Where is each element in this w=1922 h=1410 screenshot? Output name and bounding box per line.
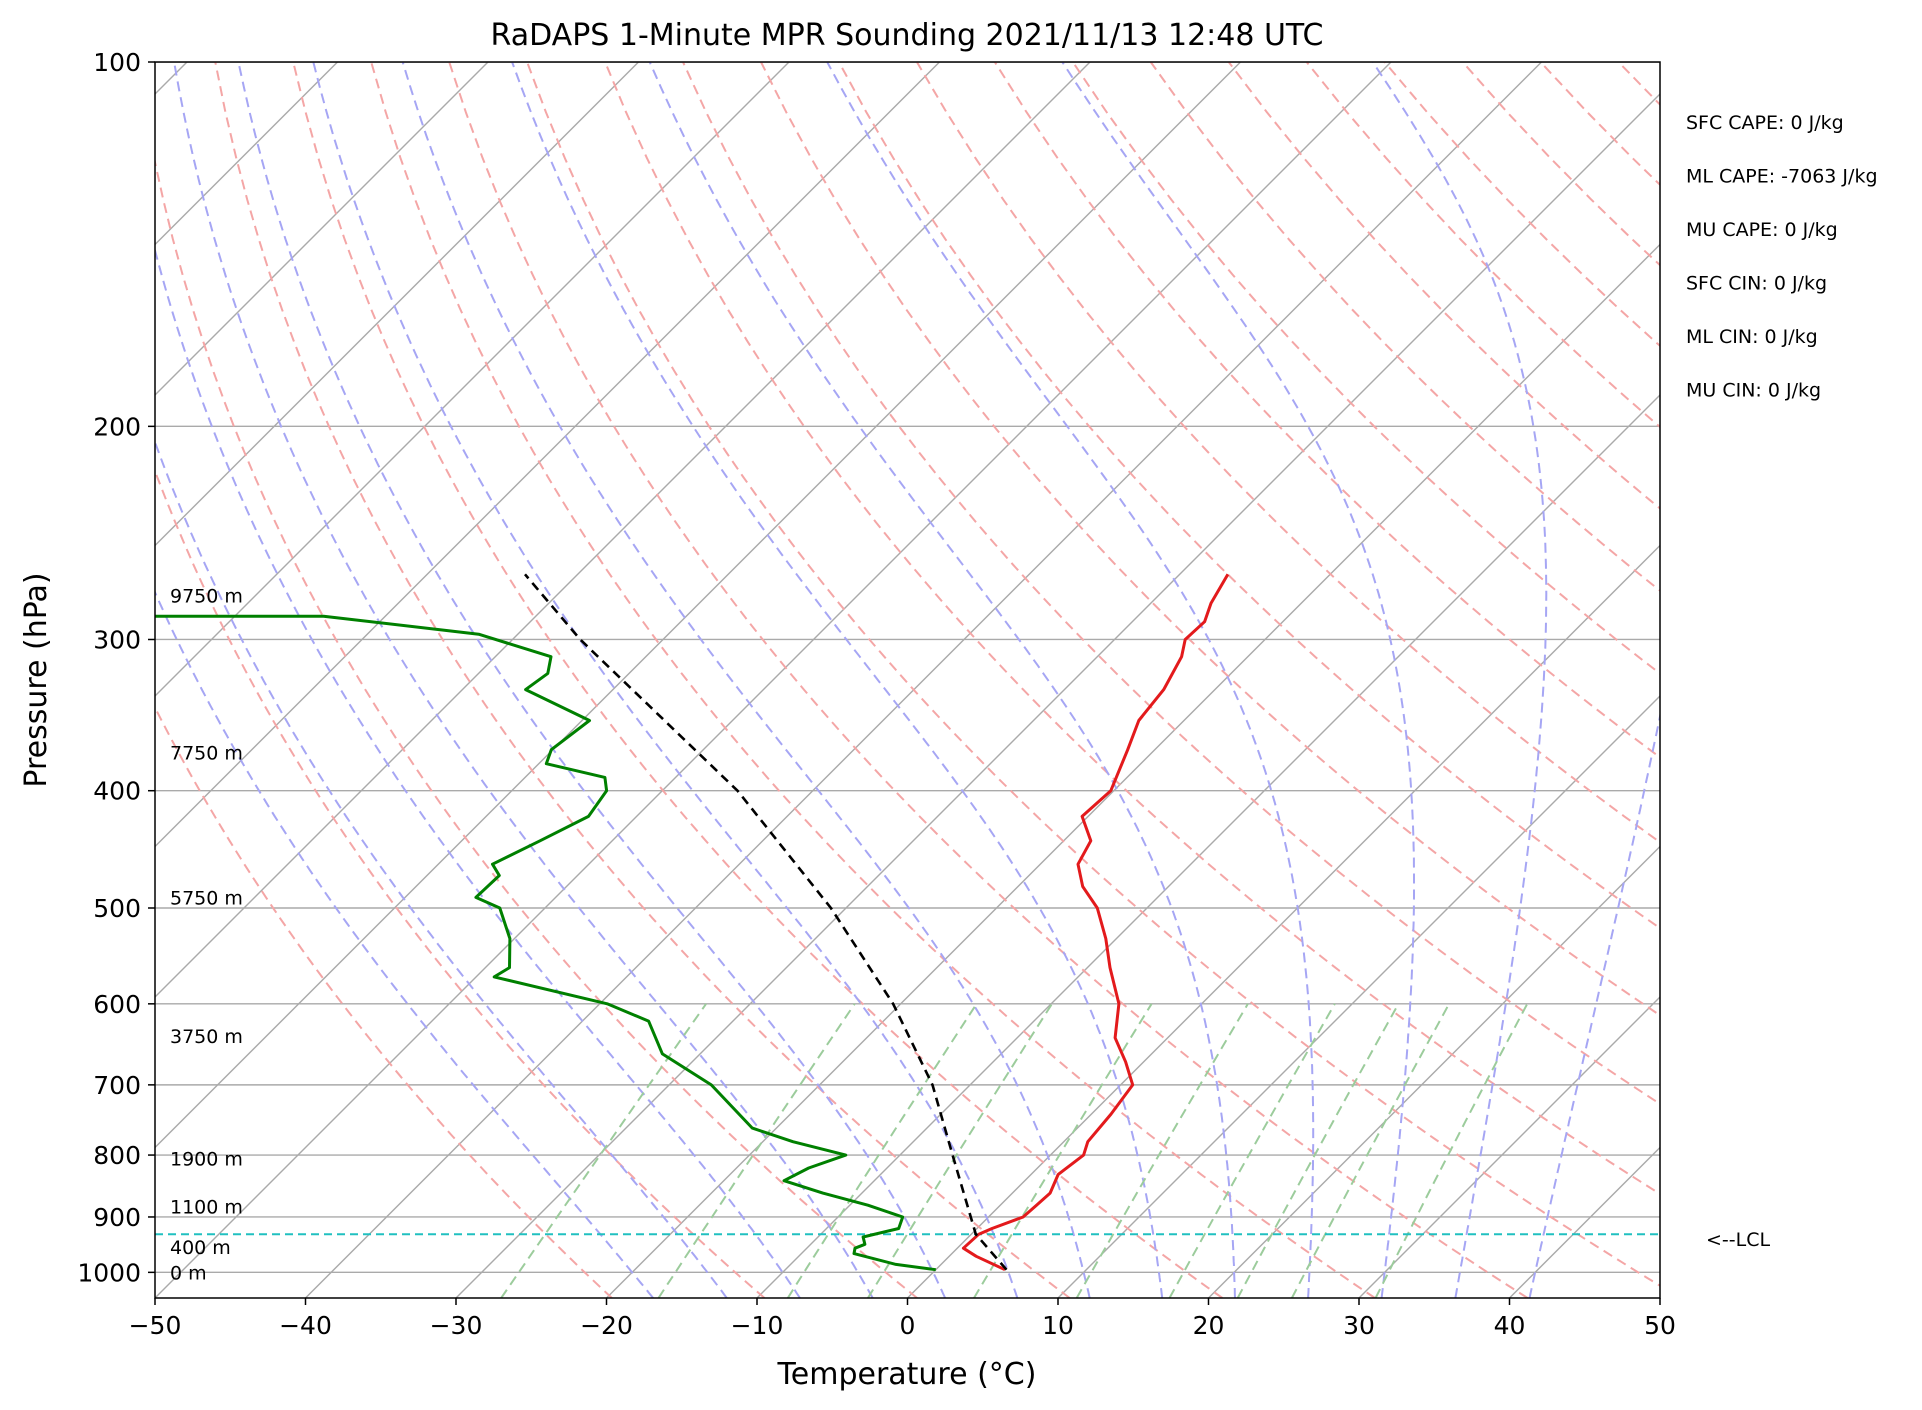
moist-adiabat-line bbox=[238, 62, 945, 1298]
isotherm-line bbox=[306, 62, 1542, 1298]
lcl-label: <--LCL bbox=[1706, 1229, 1770, 1251]
y-tick-label: 400 bbox=[93, 777, 141, 806]
isotherm-line bbox=[155, 62, 1391, 1298]
x-tick-label: −10 bbox=[731, 1311, 784, 1340]
height-label: 1900 m bbox=[170, 1148, 243, 1170]
y-tick-label: 800 bbox=[93, 1141, 141, 1170]
moist-adiabat-line bbox=[66, 62, 727, 1298]
height-label: 1100 m bbox=[170, 1196, 243, 1218]
stability-index-label: ML CIN: 0 J/kg bbox=[1686, 326, 1818, 348]
chart-title: RaDAPS 1-Minute MPR Sounding 2021/11/13 … bbox=[491, 18, 1324, 53]
y-tick-label: 1000 bbox=[77, 1258, 141, 1287]
x-axis-label: Temperature (°C) bbox=[777, 1357, 1037, 1392]
y-tick-label: 500 bbox=[93, 894, 141, 923]
dry-adiabat-line bbox=[839, 62, 1922, 1298]
x-tick-label: 30 bbox=[1343, 1311, 1375, 1340]
height-label: 3750 m bbox=[170, 1026, 243, 1048]
dry-adiabat-line bbox=[605, 62, 1833, 1298]
dry-adiabat-line bbox=[683, 62, 1922, 1298]
isotherm-line bbox=[1660, 62, 1922, 1298]
isotherm-line bbox=[1811, 62, 1922, 1298]
isotherm-line bbox=[0, 62, 789, 1298]
dry-adiabat-line bbox=[1073, 62, 1922, 1298]
height-label: 400 m bbox=[170, 1237, 231, 1259]
mixing-ratio-line bbox=[788, 1004, 977, 1298]
plot-frame bbox=[155, 62, 1660, 1298]
height-label: 5750 m bbox=[170, 887, 243, 909]
x-tick-label: 50 bbox=[1644, 1311, 1676, 1340]
moist-adiabat-line bbox=[827, 62, 1313, 1298]
moist-adiabat-line bbox=[1530, 62, 1722, 1298]
annotations: 0 m 400 m 1100 m 1900 m 3750 m 5750 m 7750 m 97… bbox=[170, 112, 1878, 1284]
moist-adiabat-line bbox=[117, 62, 800, 1298]
isotherm-line bbox=[757, 62, 1922, 1298]
stability-index-label: MU CIN: 0 J/kg bbox=[1686, 380, 1821, 402]
x-tick-label: 20 bbox=[1193, 1311, 1225, 1340]
stability-index-label: SFC CAPE: 0 J/kg bbox=[1686, 112, 1844, 134]
height-label: 7750 m bbox=[170, 743, 243, 765]
height-label: 9750 m bbox=[170, 586, 243, 608]
dry-adiabat-line bbox=[761, 62, 1922, 1298]
isotherm-line bbox=[5, 62, 1241, 1298]
y-tick-label: 600 bbox=[93, 990, 141, 1019]
mixing-ratio-line bbox=[974, 1004, 1152, 1298]
x-tick-label: 10 bbox=[1042, 1311, 1074, 1340]
height-label: 0 m bbox=[170, 1262, 207, 1284]
background-lines bbox=[0, 62, 1922, 1298]
x-tick-label: −50 bbox=[129, 1311, 182, 1340]
mixing-ratio-line bbox=[1238, 1004, 1399, 1298]
moist-adiabat-line bbox=[313, 62, 1017, 1298]
dry-adiabat-line bbox=[1619, 62, 1922, 1298]
mixing-ratio-line bbox=[868, 1004, 1052, 1298]
axes: −50 −40 −30 −20 −10 0 10 20 30 40 50 100 200 300 400 50… bbox=[77, 48, 1676, 1340]
stability-index-label: SFC CIN: 0 J/kg bbox=[1686, 273, 1827, 295]
dry-adiabat-line bbox=[449, 62, 1527, 1298]
dry-adiabat-line bbox=[1774, 62, 1922, 1298]
isotherm-line bbox=[1058, 62, 1922, 1298]
isotherm-line bbox=[1510, 62, 1922, 1298]
isotherm-line bbox=[0, 62, 1090, 1298]
moist-adiabat-line bbox=[1062, 62, 1414, 1298]
stability-index-label: ML CAPE: -7063 J/kg bbox=[1686, 166, 1878, 188]
dry-adiabat-line bbox=[995, 62, 1922, 1298]
dry-adiabat-line bbox=[1151, 62, 1922, 1298]
data-lines bbox=[32, 574, 1660, 1269]
dry-adiabat-line bbox=[137, 62, 917, 1298]
dry-adiabat-line bbox=[1463, 62, 1922, 1298]
moist-adiabat-line bbox=[174, 62, 873, 1298]
dry-adiabat-line bbox=[1541, 62, 1922, 1298]
dry-adiabat-line bbox=[1229, 62, 1922, 1298]
parcel-path-line bbox=[525, 574, 1007, 1269]
y-tick-label: 300 bbox=[93, 625, 141, 654]
isotherm-line bbox=[456, 62, 1692, 1298]
stability-index-label: MU CAPE: 0 J/kg bbox=[1686, 219, 1838, 241]
y-tick-label: 700 bbox=[93, 1071, 141, 1100]
x-tick-label: 40 bbox=[1494, 1311, 1526, 1340]
x-tick-label: −40 bbox=[279, 1311, 332, 1340]
x-tick-label: 0 bbox=[900, 1311, 916, 1340]
y-axis-label: Pressure (hPa) bbox=[19, 572, 54, 787]
x-tick-label: −30 bbox=[430, 1311, 483, 1340]
dry-adiabat-line bbox=[917, 62, 1922, 1298]
isotherm-line bbox=[908, 62, 1922, 1298]
dry-adiabat-line bbox=[1696, 62, 1922, 1298]
dry-adiabat-line bbox=[1385, 62, 1922, 1298]
x-tick-label: −20 bbox=[580, 1311, 633, 1340]
isotherm-line bbox=[607, 62, 1843, 1298]
mixing-ratio-line bbox=[1077, 1004, 1248, 1298]
isotherm-line bbox=[1359, 62, 1922, 1298]
mixing-ratio-line bbox=[1292, 1004, 1449, 1298]
isotherm-line bbox=[1209, 62, 1922, 1298]
y-tick-label: 100 bbox=[93, 48, 141, 77]
y-tick-label: 900 bbox=[93, 1203, 141, 1232]
isotherm-line bbox=[0, 62, 639, 1298]
mixing-ratio-line bbox=[501, 1004, 706, 1298]
y-tick-label: 200 bbox=[93, 412, 141, 441]
